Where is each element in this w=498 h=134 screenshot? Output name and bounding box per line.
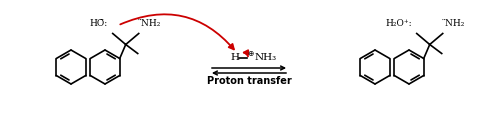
- FancyArrowPatch shape: [120, 14, 234, 49]
- Text: NH₃: NH₃: [255, 53, 277, 62]
- Text: Proton transfer: Proton transfer: [207, 76, 291, 86]
- Text: HÖ:: HÖ:: [90, 20, 108, 29]
- Text: ̈NH₂: ̈NH₂: [446, 20, 465, 29]
- Text: ̈NH₂: ̈NH₂: [142, 20, 161, 29]
- Text: ⊕: ⊕: [247, 49, 253, 59]
- Text: H: H: [231, 53, 240, 62]
- FancyArrowPatch shape: [244, 50, 249, 56]
- Text: H₂O⁺:: H₂O⁺:: [385, 20, 412, 29]
